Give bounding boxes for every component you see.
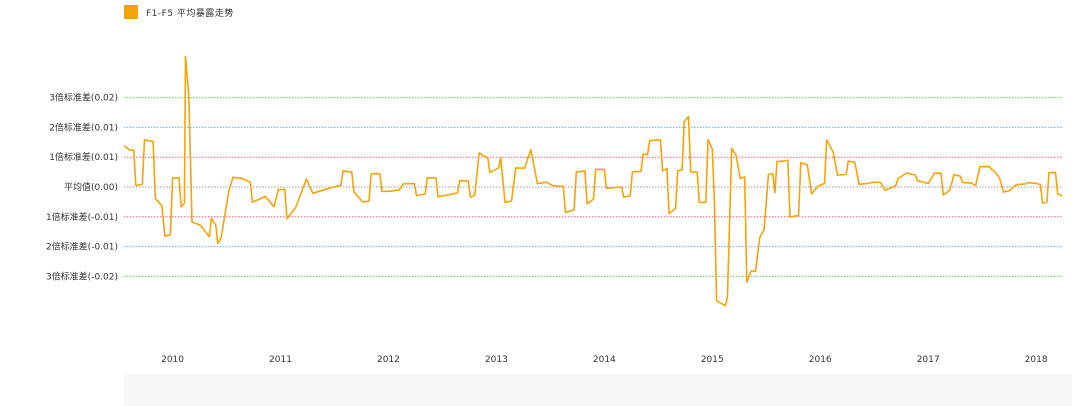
legend: F1-F5 平均暴露走势 — [124, 5, 234, 19]
y-axis-label: 3倍标准差(0.02) — [49, 92, 118, 104]
x-tick-label: 2013 — [485, 355, 508, 365]
series-line — [123, 55, 1063, 307]
x-tick-label: 2014 — [593, 355, 616, 365]
y-axis-label: 1倍标准差(-0.01) — [46, 211, 118, 223]
y-axis-label: 2倍标准差(-0.01) — [46, 241, 118, 253]
legend-swatch — [124, 5, 138, 19]
x-tick-label: 2010 — [161, 355, 184, 365]
x-tick-label: 2017 — [917, 355, 940, 365]
x-tick-label: 2018 — [1025, 355, 1048, 365]
y-axis-label: 1倍标准差(0.01) — [49, 151, 118, 163]
series-group — [123, 55, 1063, 307]
x-tick-label: 2012 — [377, 355, 400, 365]
y-axis-label: 3倍标准差(-0.02) — [46, 270, 118, 282]
x-tick-label: 2015 — [701, 355, 724, 365]
y-axis-label: 平均值(0.00) — [64, 181, 118, 193]
x-tick-label: 2011 — [269, 355, 292, 365]
y-axis-labels: 3倍标准差(0.02) 2倍标准差(0.01) 1倍标准差(0.01) 平均值(0.0… — [46, 92, 118, 283]
reference-lines — [124, 97, 1062, 277]
x-axis-band — [124, 374, 1072, 406]
legend-label: F1-F5 平均暴露走势 — [146, 8, 234, 19]
x-tick-label: 2016 — [809, 355, 832, 365]
x-axis-labels: 2010 2011 2012 2013 2014 2015 2016 2017 2018 — [161, 355, 1048, 365]
y-axis-label: 2倍标准差(0.01) — [49, 121, 118, 133]
